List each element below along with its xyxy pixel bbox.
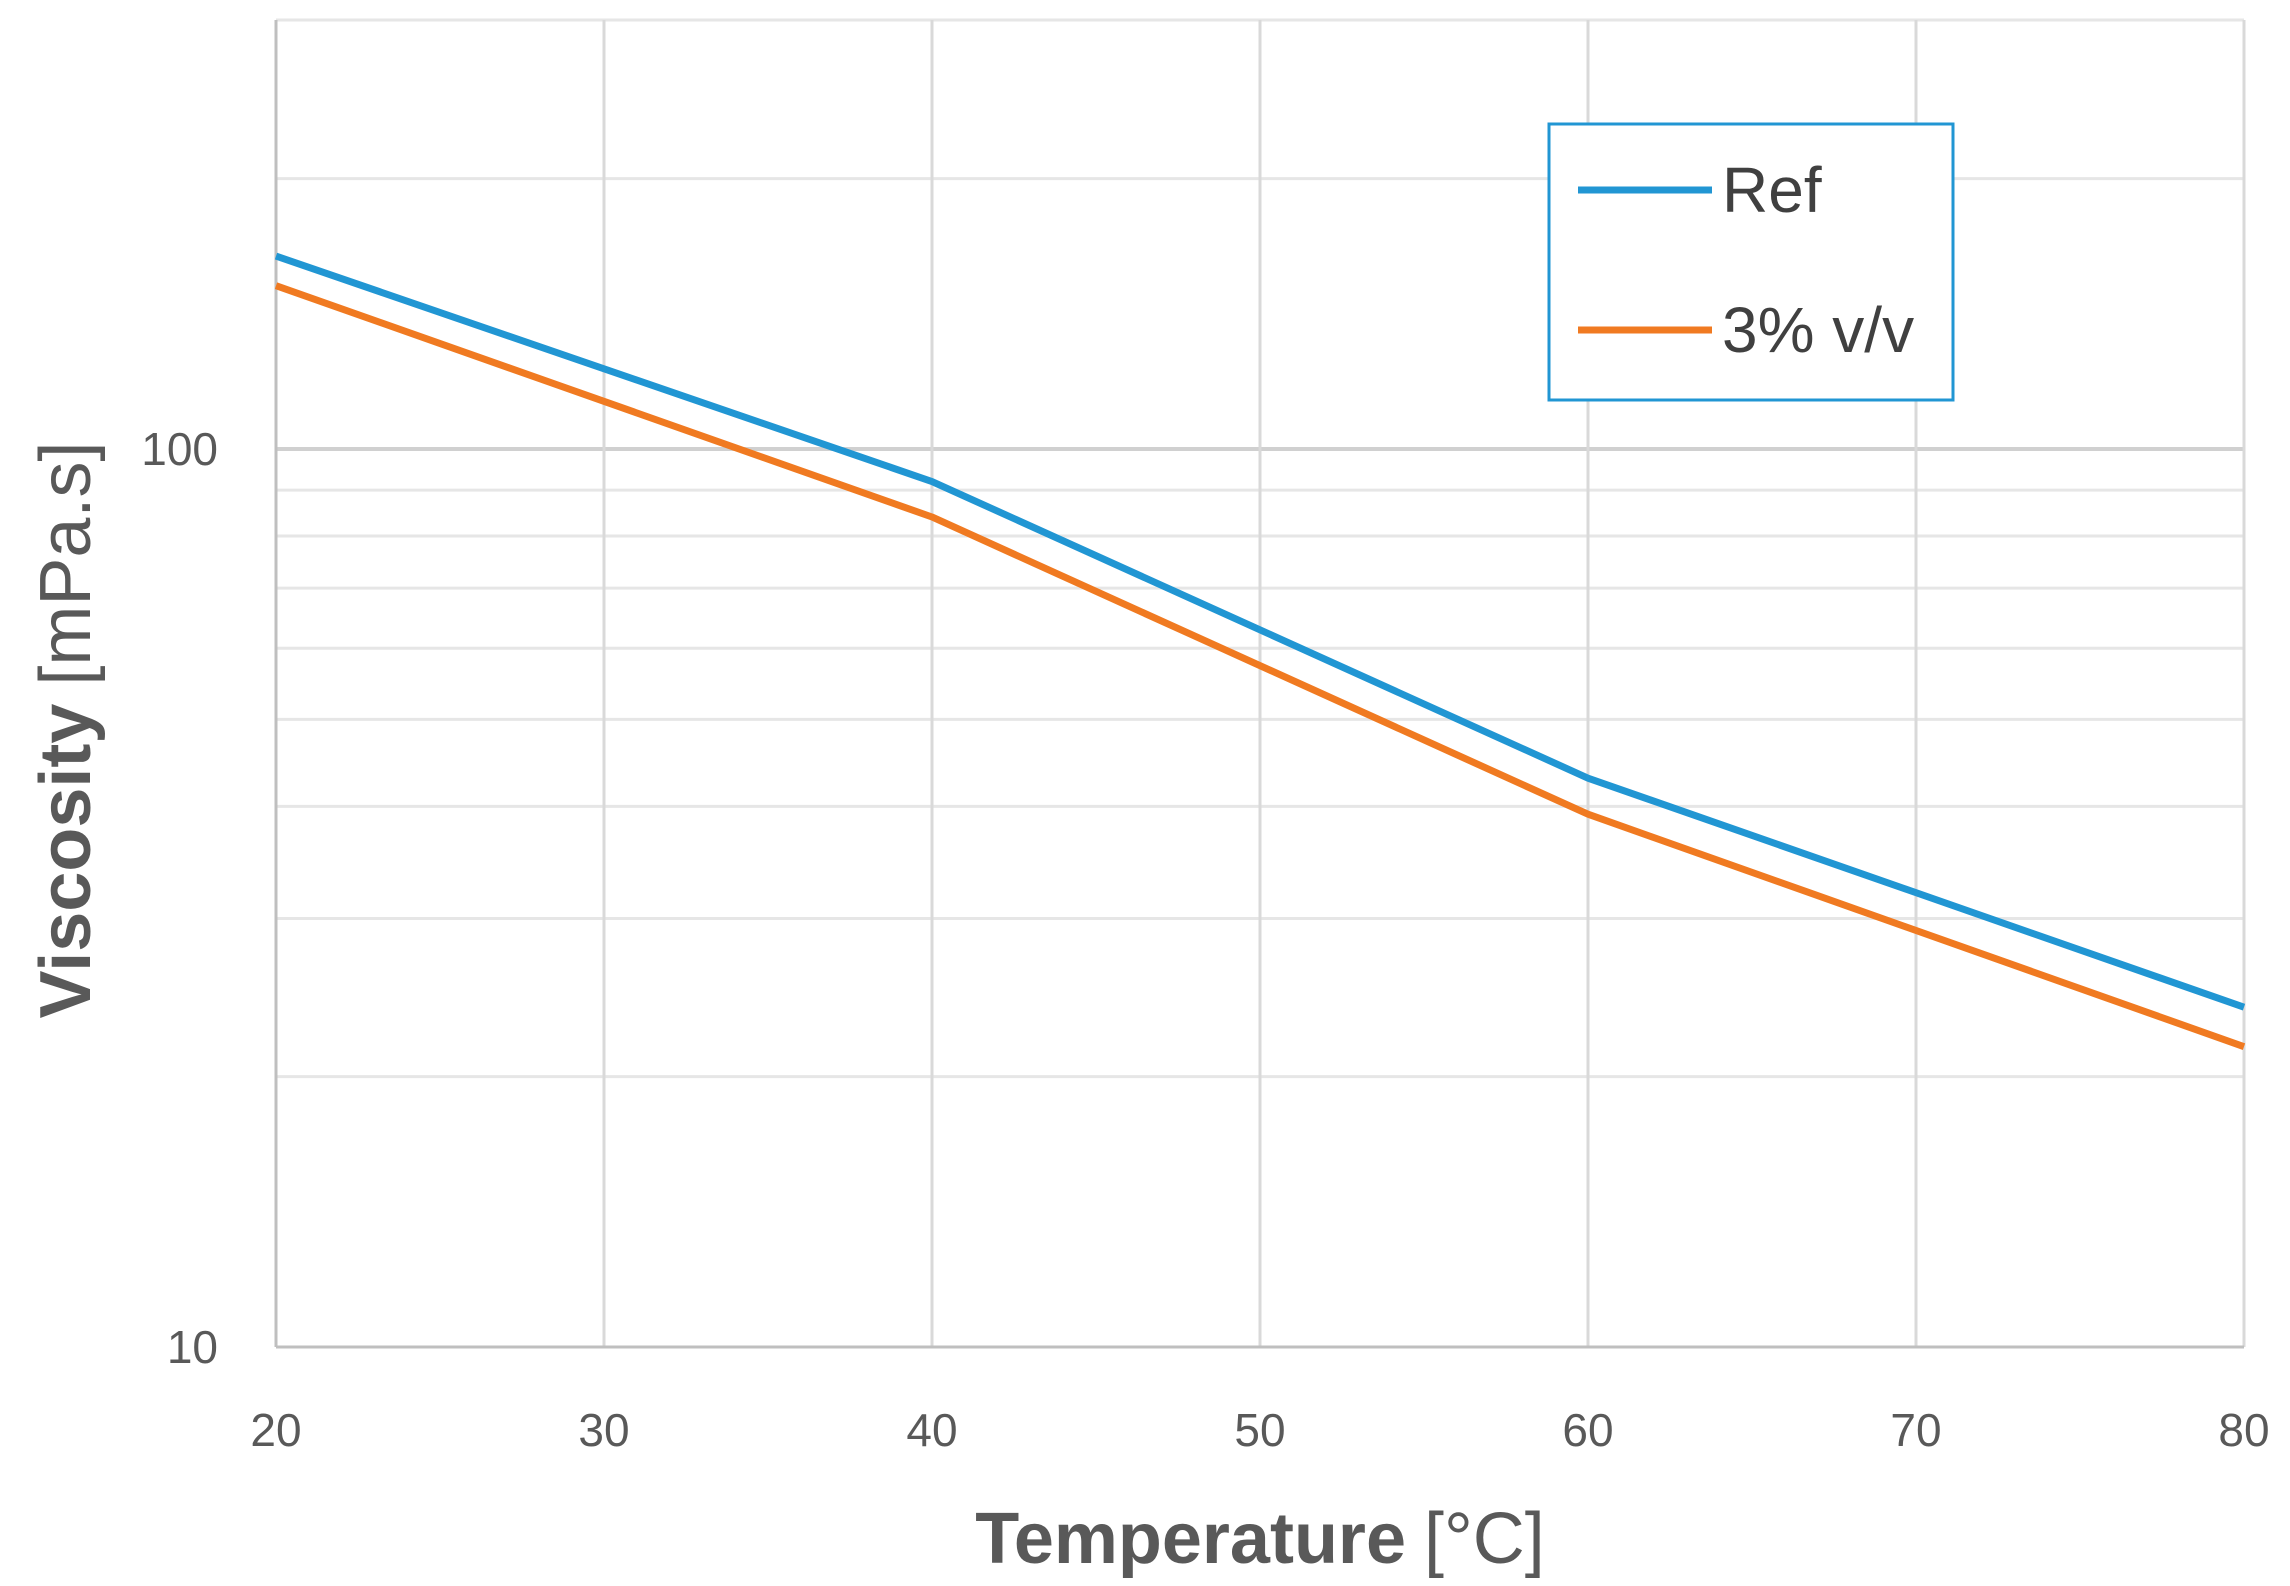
x-tick-label: 80: [2218, 1404, 2269, 1456]
y-tick-label: 100: [141, 423, 218, 475]
x-tick-label: 40: [906, 1404, 957, 1456]
x-tick-labels: 20 30 40 50 60 70 80: [250, 1404, 2269, 1456]
legend-label-ref: Ref: [1722, 154, 1822, 226]
series-line-3pct: [274, 282, 2246, 1050]
axes: [274, 20, 2244, 1349]
legend-box: [1547, 122, 1955, 402]
y-axis-label-text: Viscosity: [26, 704, 106, 1019]
y-axis-unit: [mPa.s]: [26, 442, 106, 686]
series-lines: [274, 252, 2246, 1050]
x-axis-label: Temperature [°C]: [975, 1499, 1545, 1579]
x-tick-label: 20: [250, 1404, 301, 1456]
x-tick-label: 60: [1562, 1404, 1613, 1456]
y-tick-label: 10: [167, 1321, 218, 1373]
x-tick-label: 70: [1890, 1404, 1941, 1456]
x-axis-label-text: Temperature: [975, 1499, 1406, 1579]
y-tick-labels: 100 10: [141, 423, 218, 1373]
legend-label-3pct: 3% v/v: [1722, 294, 1914, 366]
x-tick-label: 30: [578, 1404, 629, 1456]
series-line-ref: [274, 252, 2246, 1011]
y-axis-label: Viscosity [mPa.s]: [26, 442, 106, 1019]
legend: Ref 3% v/v: [1547, 122, 1955, 402]
x-tick-label: 50: [1234, 1404, 1285, 1456]
x-axis-unit: [°C]: [1424, 1499, 1545, 1579]
